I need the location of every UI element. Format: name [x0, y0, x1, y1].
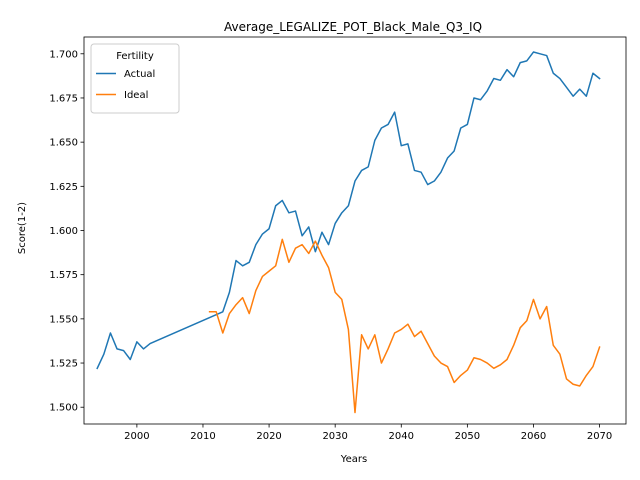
- x-tick-label: 2050: [455, 431, 480, 442]
- y-tick-label: 1.600: [49, 226, 78, 237]
- y-axis-title: Score(1-2): [17, 202, 28, 254]
- legend: Fertility Actual Ideal: [91, 44, 179, 113]
- x-tick-label: 2030: [322, 431, 347, 442]
- x-tick-label: 2060: [521, 431, 546, 442]
- x-tick-label: 2070: [587, 431, 612, 442]
- x-tick-label: 2020: [256, 431, 281, 442]
- chart-title: Average_LEGALIZE_POT_Black_Male_Q3_IQ: [224, 20, 482, 34]
- y-tick-label: 1.500: [49, 403, 78, 414]
- x-tick-label: 2000: [124, 431, 149, 442]
- legend-label-actual: Actual: [124, 69, 155, 80]
- x-axis-title: Years: [340, 454, 367, 465]
- y-tick-label: 1.650: [49, 138, 78, 149]
- y-tick-label: 1.675: [49, 93, 78, 104]
- y-tick-label: 1.700: [49, 49, 78, 60]
- x-tick-label: 2010: [190, 431, 215, 442]
- legend-label-ideal: Ideal: [124, 90, 148, 101]
- y-tick-label: 1.575: [49, 270, 78, 281]
- y-tick-label: 1.625: [49, 182, 78, 193]
- y-tick-label: 1.525: [49, 359, 78, 370]
- y-tick-label: 1.550: [49, 314, 78, 325]
- legend-title: Fertility: [116, 51, 154, 62]
- x-tick-label: 2040: [389, 431, 414, 442]
